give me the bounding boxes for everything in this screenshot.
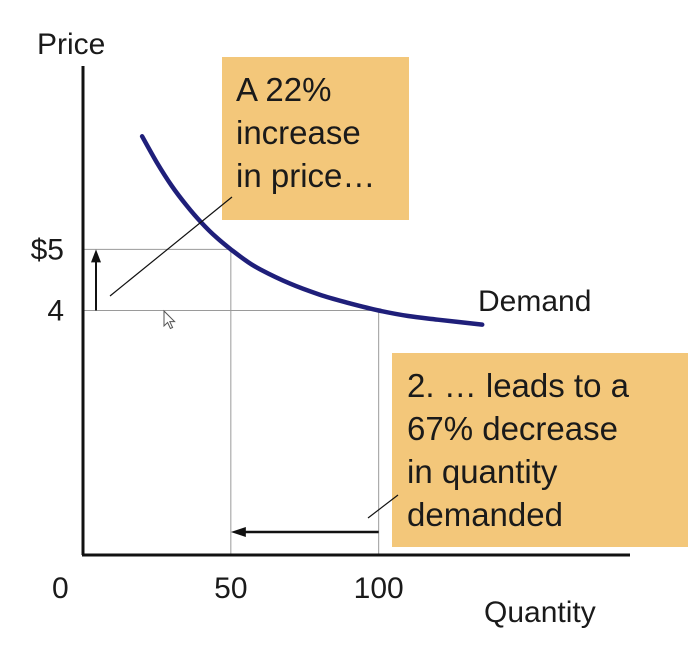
quantity-note-line-1: 2. … leads to a: [407, 367, 629, 404]
demand-curve: [139, 134, 485, 327]
x-tick-label: 0: [52, 572, 69, 605]
x-tick-label: 100: [354, 572, 404, 605]
series-label-demand: Demand: [478, 285, 591, 318]
x-axis-label: Quantity: [484, 596, 596, 629]
price-note-line-1: A 22%: [236, 71, 332, 108]
price-note-line-2: increase: [236, 114, 361, 151]
quantity-decrease-arrow-head: [230, 527, 246, 537]
price-increase-note: A 22% increase in price…: [222, 57, 409, 220]
y-tick-label: $5: [31, 233, 64, 266]
quantity-note-line-4: demanded: [407, 496, 563, 533]
y-axis-label: Price: [37, 28, 105, 61]
quantity-note-line-3: in quantity: [407, 453, 558, 490]
quantity-decrease-note: 2. … leads to a 67% decrease in quantity…: [392, 353, 688, 547]
x-tick-label: 50: [214, 572, 247, 605]
price-increase-arrow-head: [91, 249, 101, 263]
price-note-line-3: in price…: [236, 157, 376, 194]
y-tick-label: 4: [47, 295, 64, 328]
quantity-note-line-2: 67% decrease: [407, 410, 618, 447]
